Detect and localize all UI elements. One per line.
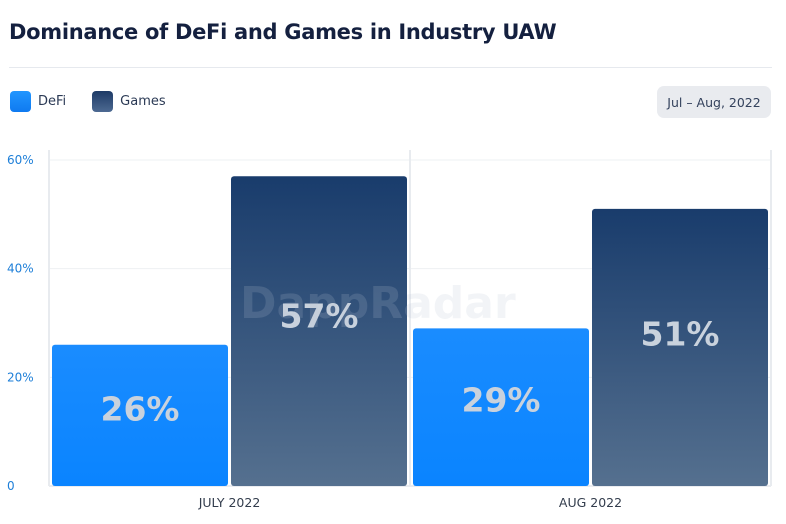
data-label: 57% bbox=[280, 297, 359, 336]
date-range-button[interactable]: Jul – Aug, 2022 bbox=[657, 86, 771, 118]
y-tick-label: 60% bbox=[7, 153, 34, 167]
legend-item-games[interactable]: Games bbox=[92, 91, 166, 112]
y-tick-label: 0 bbox=[7, 479, 15, 493]
watermark-text: DappRadar bbox=[240, 278, 516, 329]
data-label: 51% bbox=[641, 315, 720, 354]
bar-games-0[interactable] bbox=[231, 176, 407, 487]
legend-swatch-games bbox=[92, 91, 114, 112]
x-category-label: JULY 2022 bbox=[198, 495, 261, 510]
y-tick-label: 20% bbox=[7, 370, 34, 384]
legend-label-games: Games bbox=[120, 94, 166, 109]
legend-swatch-defi bbox=[10, 91, 31, 112]
bar-defi-1[interactable] bbox=[413, 328, 589, 486]
legend: DeFi Games bbox=[10, 91, 192, 112]
legend-item-defi[interactable]: DeFi bbox=[10, 91, 66, 112]
bar-defi-0[interactable] bbox=[52, 344, 228, 486]
header-divider bbox=[9, 67, 772, 68]
data-label: 26% bbox=[101, 389, 180, 428]
bar-games-1[interactable] bbox=[592, 208, 768, 486]
y-tick-label: 40% bbox=[7, 262, 34, 276]
x-category-label: AUG 2022 bbox=[559, 495, 622, 510]
data-label: 29% bbox=[462, 380, 541, 419]
legend-label-defi: DeFi bbox=[38, 94, 67, 109]
chart-title: Dominance of DeFi and Games in Industry … bbox=[9, 20, 557, 44]
